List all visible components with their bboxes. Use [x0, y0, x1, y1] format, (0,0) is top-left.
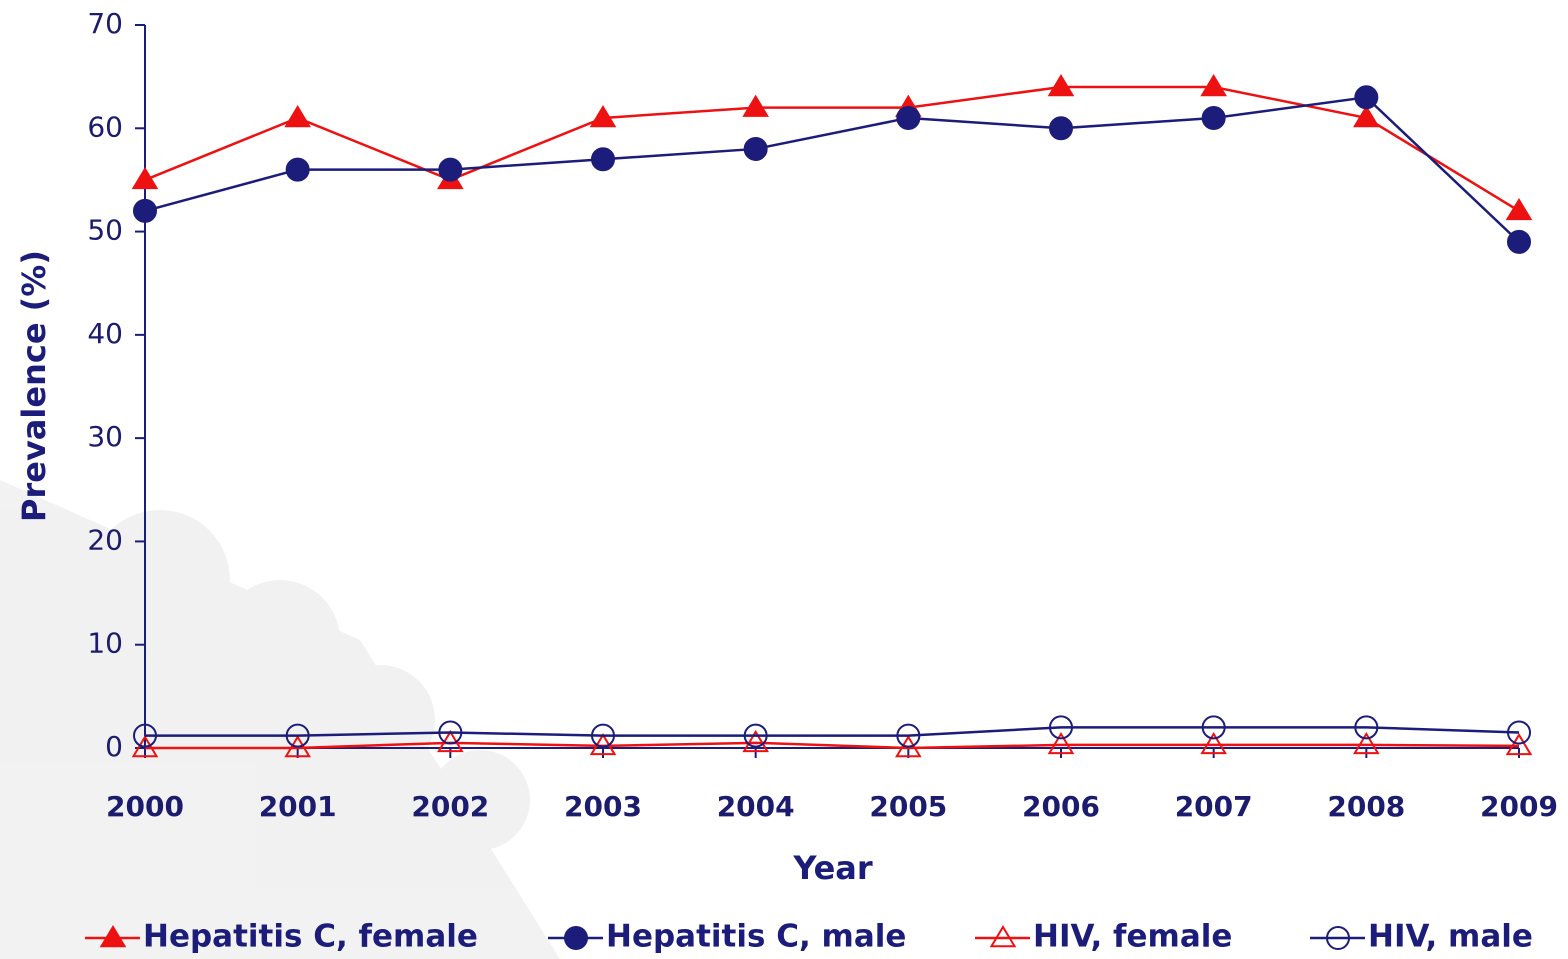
x-tick-label: 2003: [564, 790, 642, 823]
y-axis-label: Prevalence (%): [15, 250, 53, 522]
x-tick-label: 2008: [1327, 790, 1405, 823]
point: [745, 138, 767, 160]
legend-label: Hepatitis C, female: [143, 919, 478, 955]
legend-marker: [565, 927, 587, 949]
series-line: [145, 97, 1519, 242]
x-tick-label: 2007: [1175, 790, 1253, 823]
x-axis-label: Year: [792, 849, 873, 887]
watermark: [0, 480, 560, 959]
y-tick-label: 50: [87, 214, 123, 247]
x-tick-label: 2001: [259, 790, 337, 823]
point: [1507, 735, 1530, 754]
point: [1203, 107, 1225, 129]
point: [439, 159, 461, 181]
point: [439, 732, 462, 751]
point: [592, 148, 614, 170]
point: [1049, 76, 1072, 95]
point: [286, 107, 309, 126]
x-tick-label: 2000: [106, 790, 184, 823]
y-tick-label: 20: [87, 523, 123, 556]
y-tick-label: 30: [87, 420, 123, 453]
point: [1049, 734, 1072, 753]
x-tick-label: 2004: [717, 790, 795, 823]
point: [1355, 734, 1378, 753]
point: [1507, 200, 1530, 219]
y-tick-label: 0: [105, 730, 123, 763]
x-tick-label: 2009: [1480, 790, 1558, 823]
point: [1355, 86, 1377, 108]
x-tick-label: 2006: [1022, 790, 1100, 823]
y-tick-label: 40: [87, 317, 123, 350]
x-tick-label: 2005: [869, 790, 947, 823]
legend-label: Hepatitis C, male: [606, 919, 906, 955]
point: [287, 159, 309, 181]
point: [134, 200, 156, 222]
x-tick-label: 2002: [411, 790, 489, 823]
legend-label: HIV, female: [1033, 919, 1232, 955]
y-tick-label: 60: [87, 110, 123, 143]
chart: Prevalence (%) Year 0 10 20 30 40 50 60 70 2000 2…: [0, 0, 1568, 959]
legend-label: HIV, male: [1368, 919, 1533, 955]
y-tick-label: 70: [87, 7, 123, 40]
point: [744, 97, 767, 116]
y-tick-label: 10: [87, 627, 123, 660]
legend-marker: [991, 927, 1014, 946]
point: [1050, 117, 1072, 139]
point: [1202, 734, 1225, 753]
point: [1202, 76, 1225, 95]
point: [133, 169, 156, 188]
point: [1508, 231, 1530, 253]
point: [897, 107, 919, 129]
